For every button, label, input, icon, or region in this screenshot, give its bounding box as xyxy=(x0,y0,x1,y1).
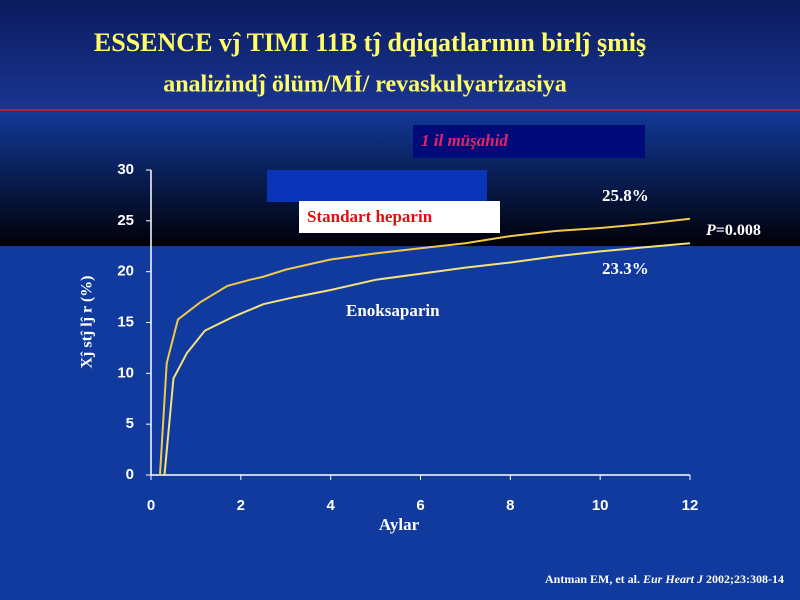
line xyxy=(163,242,691,476)
y-tick-label: 20 xyxy=(117,263,134,280)
y-tick-label: 15 xyxy=(117,313,134,330)
series-label: Enoksaparin xyxy=(346,301,440,320)
source-journal: Eur Heart J xyxy=(642,572,704,586)
end-label: 25.8% xyxy=(602,186,649,205)
y-tick-label: 30 xyxy=(117,161,134,178)
box xyxy=(267,170,487,202)
p-text: =0.008 xyxy=(716,222,761,239)
label-box xyxy=(299,201,500,233)
x-axis-label: Aylar xyxy=(379,515,420,534)
source: Antman EM, et al. Eur Heart J 2002;23:30… xyxy=(545,572,784,586)
p-symbol: P xyxy=(705,222,716,239)
title-line: analizindĵ ölüm/Mİ/ revaskulyarizasiya xyxy=(163,72,567,98)
period-box xyxy=(413,125,645,158)
y-axis-label: Xĵ stĵ lĵ r (%) xyxy=(79,275,96,368)
x-tick-label: 2 xyxy=(237,497,245,514)
title-band xyxy=(0,0,800,110)
y-tick-label: 0 xyxy=(126,466,134,483)
background xyxy=(0,246,800,600)
y-tick-label: 10 xyxy=(117,364,134,381)
x-tick-label: 4 xyxy=(326,497,335,514)
series-label: Standart heparin xyxy=(307,207,433,226)
x-tick-label: 12 xyxy=(682,497,699,514)
y-tick-label: 25 xyxy=(117,212,134,229)
title-line: ESSENCE vĵ TIMI 11B tĵ dqiqatlarının bir… xyxy=(94,28,646,57)
line xyxy=(158,217,691,476)
y-tick-label: 5 xyxy=(126,415,134,432)
x-tick-label: 6 xyxy=(416,497,424,514)
period-label: 1 il müşahid xyxy=(421,131,508,150)
x-tick-label: 10 xyxy=(592,497,609,514)
x-tick-label: 8 xyxy=(506,497,514,514)
x-tick-label: 0 xyxy=(147,497,155,514)
source-ref: 2002;23:308-14 xyxy=(706,572,784,586)
p-value: P=0.008 xyxy=(705,222,761,239)
source-authors: Antman EM, et al. xyxy=(545,572,640,586)
end-label: 23.3% xyxy=(602,259,649,278)
